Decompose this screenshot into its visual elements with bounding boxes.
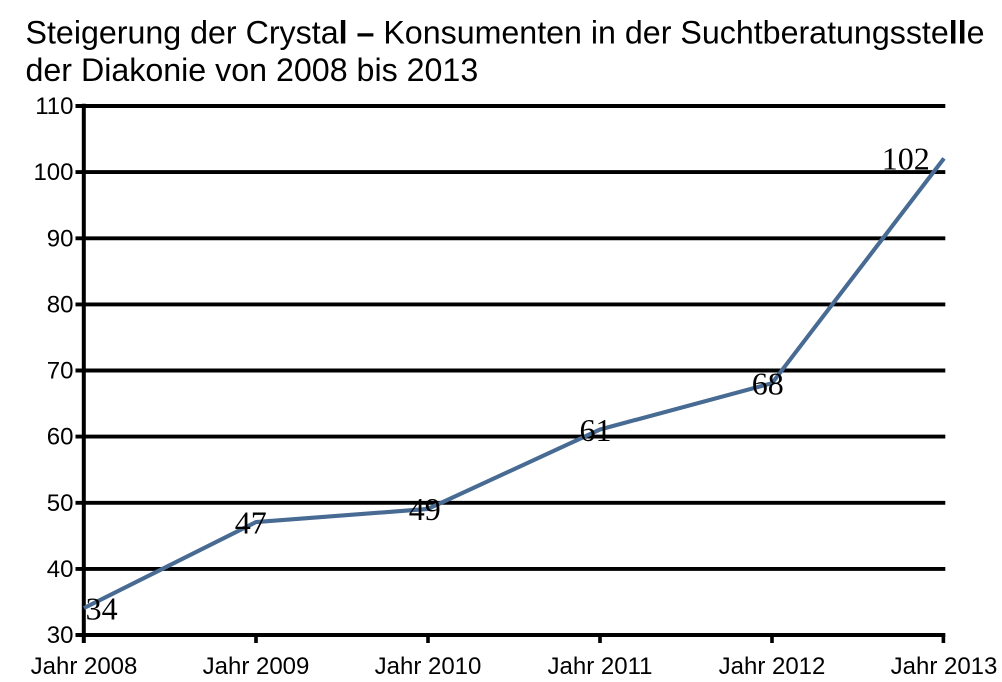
svg-text:Jahr 2008: Jahr 2008 xyxy=(31,653,138,680)
svg-text:70: 70 xyxy=(47,358,74,385)
svg-text:Jahr 2013: Jahr 2013 xyxy=(891,653,998,680)
svg-text:Jahr 2011: Jahr 2011 xyxy=(548,653,653,680)
svg-text:100: 100 xyxy=(33,159,73,186)
svg-text:Jahr 2009: Jahr 2009 xyxy=(203,653,310,680)
svg-text:68: 68 xyxy=(752,366,784,402)
svg-text:110: 110 xyxy=(35,93,73,120)
svg-text:40: 40 xyxy=(47,556,74,583)
svg-text:47: 47 xyxy=(235,504,267,540)
svg-text:Jahr 2010: Jahr 2010 xyxy=(375,653,482,680)
svg-text:49: 49 xyxy=(409,491,441,527)
svg-text:80: 80 xyxy=(47,292,74,319)
svg-text:90: 90 xyxy=(47,225,74,252)
svg-text:30: 30 xyxy=(47,622,74,649)
svg-text:102: 102 xyxy=(882,141,930,177)
svg-text:Steigerung der Crystal – Konsu: Steigerung der Crystal – Konsumenten in … xyxy=(26,15,985,51)
svg-text:Jahr 2012: Jahr 2012 xyxy=(719,653,826,680)
svg-text:61: 61 xyxy=(580,412,612,448)
svg-text:50: 50 xyxy=(47,490,74,517)
svg-text:60: 60 xyxy=(47,424,74,451)
svg-text:34: 34 xyxy=(86,591,118,627)
svg-text:der Diakonie von 2008 bis 2013: der Diakonie von 2008 bis 2013 xyxy=(26,52,479,88)
